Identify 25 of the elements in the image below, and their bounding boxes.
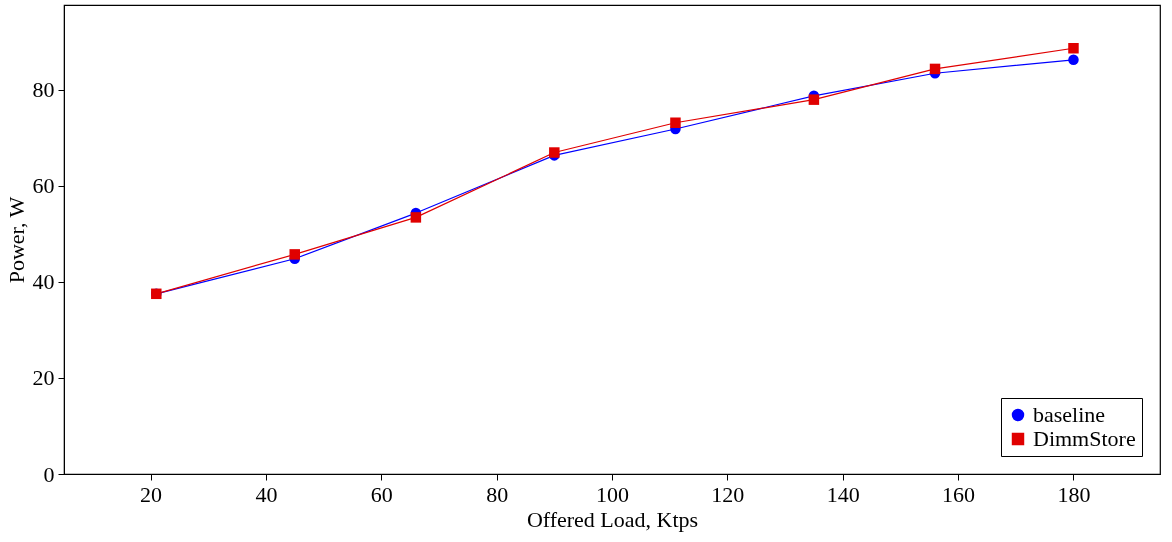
x-tick-label: 120 [711, 481, 745, 507]
y-tick-label: 80 [32, 77, 55, 103]
x-tick-label: 20 [140, 481, 163, 507]
point [1068, 43, 1079, 54]
legend-label: baseline [1033, 402, 1106, 427]
y-tick-label: 0 [43, 461, 55, 487]
x-tick-label: 140 [826, 481, 860, 507]
y-tick-label: 40 [32, 269, 55, 295]
x-tick-label: 180 [1057, 481, 1091, 507]
point [289, 249, 300, 260]
y-tick-label: 60 [32, 173, 55, 199]
point [410, 212, 422, 223]
x-tick-label: 160 [942, 481, 976, 507]
y-axis-title: Power, W [3, 196, 29, 284]
x-tick-label: 60 [370, 481, 393, 507]
point [808, 94, 820, 105]
x-tick-label: 80 [486, 481, 509, 507]
point [670, 117, 681, 128]
y-tick-label: 20 [32, 365, 55, 391]
point [1068, 54, 1079, 66]
x-tick-label: 40 [255, 481, 278, 507]
point [929, 63, 941, 75]
legend-label: DimmStore [1033, 426, 1136, 451]
x-tick-label: 100 [596, 481, 629, 507]
x-axis-title: Offered Load, Ktps [526, 506, 699, 532]
